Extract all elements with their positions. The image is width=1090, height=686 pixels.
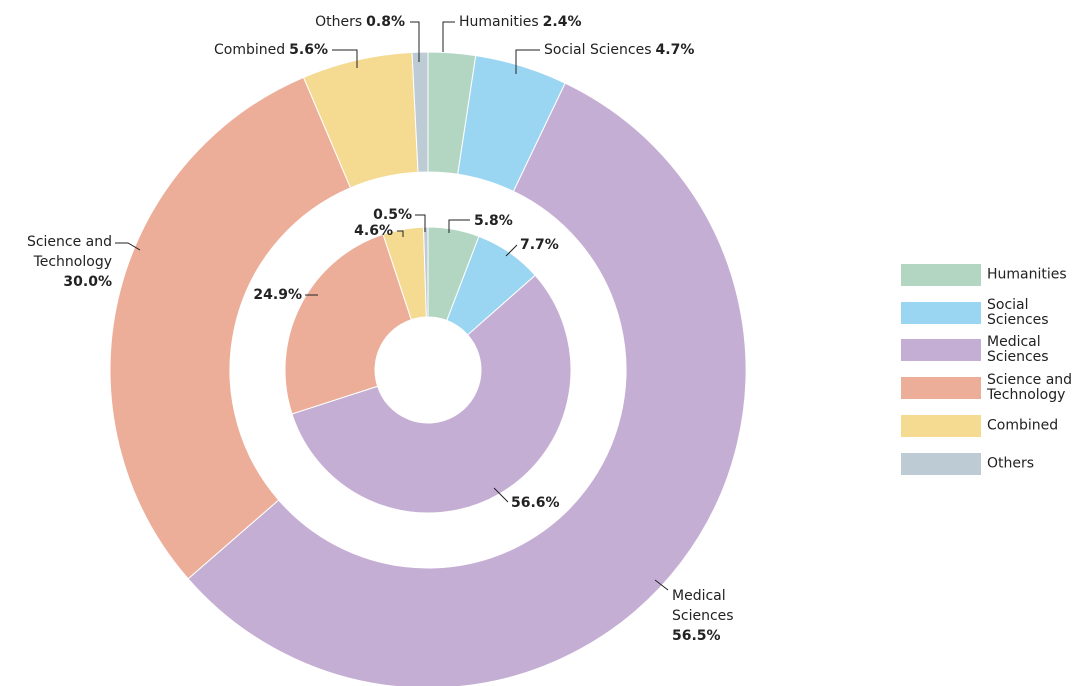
category-name: Humanities bbox=[459, 14, 539, 30]
legend-label: Others bbox=[987, 455, 1035, 472]
category-name: Medical Sciences bbox=[672, 588, 734, 624]
outer-label: Combined 5.6% bbox=[214, 40, 328, 60]
leader-line bbox=[515, 49, 540, 74]
value-label: 30.0% bbox=[63, 274, 112, 290]
legend-swatch bbox=[901, 302, 981, 324]
outer-label: Science and Technology 30.0% bbox=[2, 232, 112, 292]
legend-label: Combined bbox=[987, 417, 1059, 434]
value-label: 4.7% bbox=[655, 42, 695, 58]
legend-swatch bbox=[901, 377, 981, 399]
leader-line bbox=[493, 487, 509, 503]
legend-swatch bbox=[901, 415, 981, 437]
category-name: Others bbox=[315, 14, 363, 30]
leader-line bbox=[415, 214, 426, 232]
leader-line bbox=[410, 21, 420, 62]
slice bbox=[291, 274, 572, 514]
legend-swatch bbox=[901, 264, 981, 286]
slice bbox=[187, 82, 747, 686]
legend-swatch bbox=[901, 453, 981, 475]
legend-label: Science and Technology bbox=[987, 372, 1073, 403]
legend-label: Medical Sciences bbox=[987, 334, 1049, 365]
leader-line bbox=[448, 219, 470, 233]
value-label: 0.8% bbox=[366, 14, 405, 30]
value-label: 56.6% bbox=[511, 495, 560, 511]
outer-label: Others 0.8% bbox=[315, 12, 405, 32]
value-label: 7.7% bbox=[520, 237, 559, 253]
category-name: Social Sciences bbox=[544, 42, 652, 58]
value-label: 2.4% bbox=[542, 14, 582, 30]
legend-label: Social Sciences bbox=[987, 297, 1049, 328]
leader-line bbox=[654, 579, 669, 591]
value-label: 5.6% bbox=[289, 42, 328, 58]
outer-label: Medical Sciences 56.5% bbox=[672, 586, 752, 646]
leader-line bbox=[442, 21, 455, 52]
outer-label: Social Sciences 4.7% bbox=[544, 40, 694, 60]
leader-line bbox=[505, 244, 518, 257]
value-label: 5.8% bbox=[474, 213, 513, 229]
value-label: 56.5% bbox=[672, 628, 721, 644]
value-label: 24.9% bbox=[253, 287, 302, 303]
leader-line bbox=[115, 242, 141, 251]
value-label: 4.6% bbox=[354, 223, 393, 239]
leader-line bbox=[397, 230, 404, 237]
leader-line bbox=[332, 49, 358, 68]
legend-swatch bbox=[901, 339, 981, 361]
outer-label: Humanities 2.4% bbox=[459, 12, 582, 32]
legend-label: Humanities bbox=[987, 266, 1067, 283]
slice bbox=[411, 51, 429, 173]
slice bbox=[284, 233, 412, 415]
category-name: Science and Technology bbox=[26, 234, 112, 270]
slice bbox=[109, 76, 352, 580]
category-name: Combined bbox=[214, 42, 286, 58]
value-label: 0.5% bbox=[373, 207, 412, 223]
